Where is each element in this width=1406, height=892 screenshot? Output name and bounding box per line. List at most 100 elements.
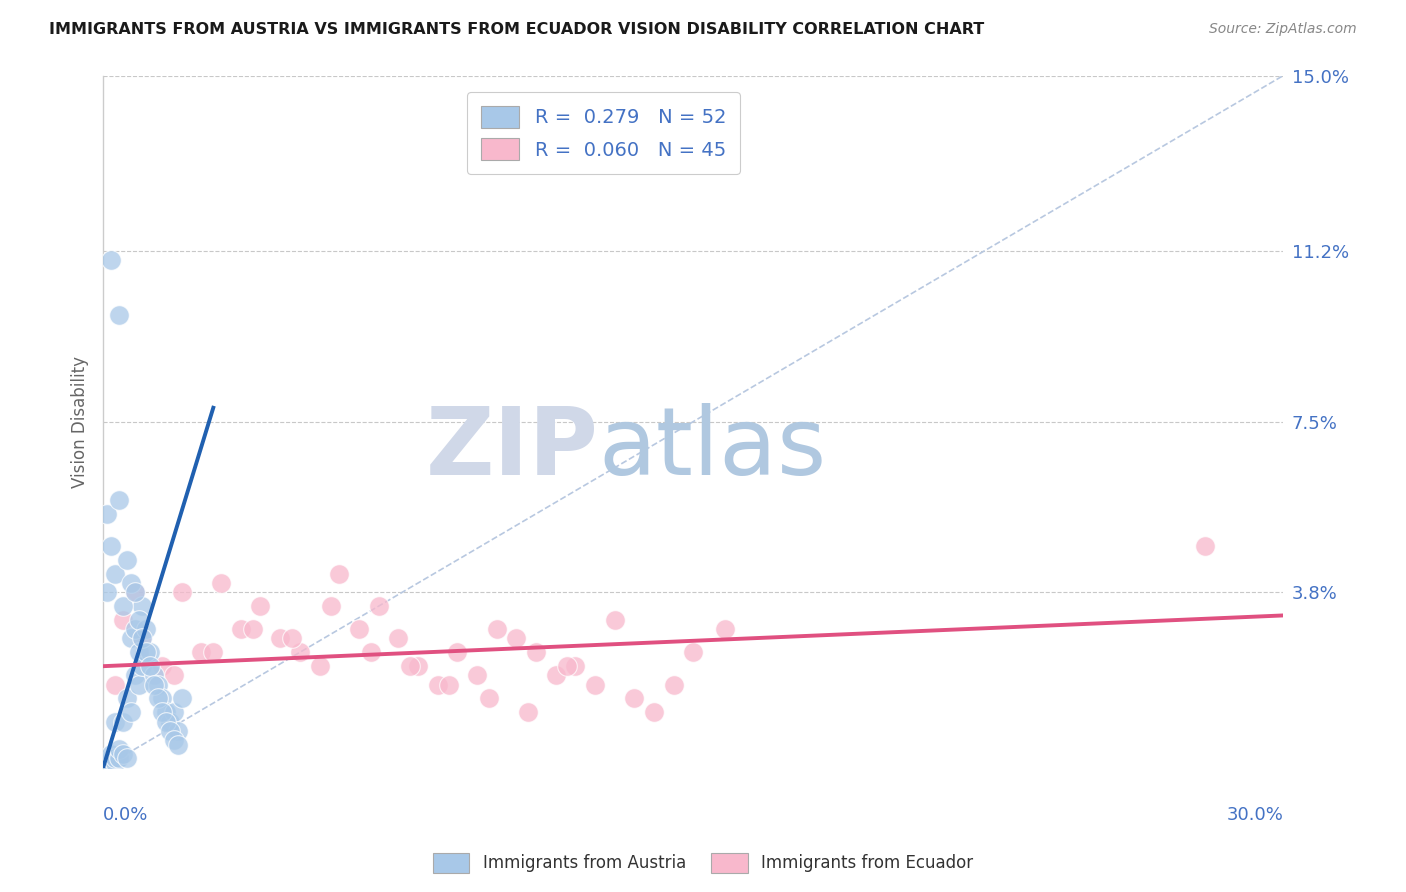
Point (163, 668, 186, 682)
Point (115, 691, 138, 706)
Point (135, 645, 157, 659)
Point (139, 645, 162, 659)
Text: 30.0%: 30.0% (1226, 805, 1284, 824)
Point (100, 253, 122, 268)
Point (96, 756, 118, 770)
Point (124, 585, 146, 599)
Text: 0.0%: 0.0% (103, 805, 149, 824)
Point (155, 706, 177, 720)
Point (111, 599, 134, 614)
Point (150, 706, 173, 720)
Point (104, 751, 127, 765)
Point (308, 659, 330, 673)
Point (170, 585, 193, 599)
Point (505, 632, 527, 646)
Point (104, 566, 127, 581)
Point (1194, 539, 1216, 553)
Point (108, 493, 131, 508)
Point (131, 632, 153, 646)
Point (108, 751, 131, 765)
Point (269, 632, 291, 646)
Point (288, 645, 311, 659)
Point (150, 659, 173, 673)
Point (360, 645, 382, 659)
Point (143, 668, 166, 682)
Point (120, 706, 142, 720)
Point (426, 678, 449, 692)
Point (104, 678, 127, 692)
Point (124, 668, 146, 682)
Point (623, 691, 645, 706)
Point (485, 622, 508, 636)
Point (281, 632, 304, 646)
Point (148, 678, 170, 692)
Point (148, 691, 170, 706)
Point (159, 723, 181, 738)
Point (143, 678, 166, 692)
Point (557, 659, 579, 673)
Point (128, 678, 150, 692)
Point (478, 691, 501, 706)
Point (603, 613, 626, 627)
Point (517, 706, 540, 720)
Point (328, 566, 350, 581)
Point (249, 599, 271, 614)
Point (104, 714, 127, 729)
Point (465, 668, 488, 682)
Text: ZIP: ZIP (426, 403, 599, 495)
Point (713, 622, 735, 636)
Point (139, 659, 162, 673)
Point (150, 691, 173, 706)
Point (406, 659, 429, 673)
Point (111, 747, 134, 761)
Point (229, 622, 252, 636)
Point (131, 632, 153, 646)
Text: Source: ZipAtlas.com: Source: ZipAtlas.com (1209, 22, 1357, 37)
Text: atlas: atlas (599, 403, 827, 495)
Point (662, 678, 685, 692)
Point (643, 706, 665, 720)
Point (135, 622, 157, 636)
Point (544, 668, 567, 682)
Point (583, 678, 606, 692)
Point (111, 714, 134, 729)
Point (190, 645, 212, 659)
Point (202, 645, 225, 659)
Point (167, 738, 190, 752)
Point (131, 659, 153, 673)
Point (439, 678, 461, 692)
Text: IMMIGRANTS FROM AUSTRIA VS IMMIGRANTS FROM ECUADOR VISION DISABILITY CORRELATION: IMMIGRANTS FROM AUSTRIA VS IMMIGRANTS FR… (49, 22, 984, 37)
Point (115, 553, 138, 567)
Point (170, 691, 193, 706)
Point (120, 632, 142, 646)
Point (524, 645, 547, 659)
Legend: R =  0.279   N = 52, R =  0.060   N = 45: R = 0.279 N = 52, R = 0.060 N = 45 (467, 92, 740, 174)
Point (242, 622, 264, 636)
Y-axis label: Vision Disability: Vision Disability (72, 356, 89, 488)
Point (321, 599, 343, 614)
Point (367, 599, 389, 614)
Point (163, 706, 186, 720)
Point (96, 585, 118, 599)
Point (167, 723, 190, 738)
Point (104, 756, 127, 770)
Point (159, 714, 181, 729)
Point (163, 733, 186, 747)
Legend: Immigrants from Austria, Immigrants from Ecuador: Immigrants from Austria, Immigrants from… (426, 847, 980, 880)
Point (347, 622, 370, 636)
Point (108, 742, 131, 756)
Point (96, 507, 118, 521)
Point (124, 585, 146, 599)
Point (128, 645, 150, 659)
Point (108, 309, 131, 323)
Point (128, 613, 150, 627)
Point (387, 632, 409, 646)
Point (124, 622, 146, 636)
Point (446, 645, 468, 659)
Point (115, 751, 138, 765)
Point (209, 576, 232, 591)
Point (100, 747, 122, 761)
Point (111, 613, 134, 627)
Point (100, 539, 122, 553)
Point (399, 659, 422, 673)
